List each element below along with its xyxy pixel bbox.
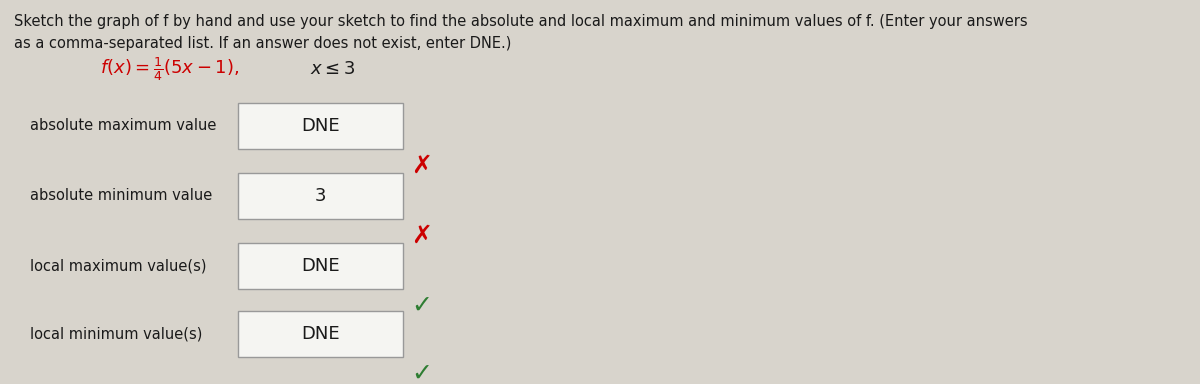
Text: ✓: ✓ bbox=[410, 362, 432, 384]
Text: $x \leq 3$: $x \leq 3$ bbox=[310, 60, 355, 78]
Text: Sketch the graph of f by hand and use your sketch to find the absolute and local: Sketch the graph of f by hand and use yo… bbox=[14, 14, 1027, 29]
Text: local maximum value(s): local maximum value(s) bbox=[30, 258, 206, 273]
Text: ✓: ✓ bbox=[410, 294, 432, 318]
Text: DNE: DNE bbox=[301, 257, 340, 275]
Text: absolute maximum value: absolute maximum value bbox=[30, 119, 216, 134]
FancyBboxPatch shape bbox=[238, 311, 403, 357]
FancyBboxPatch shape bbox=[238, 103, 403, 149]
Text: absolute minimum value: absolute minimum value bbox=[30, 189, 212, 204]
Text: ✗: ✗ bbox=[410, 224, 432, 248]
Text: DNE: DNE bbox=[301, 117, 340, 135]
Text: ✗: ✗ bbox=[410, 154, 432, 178]
FancyBboxPatch shape bbox=[238, 173, 403, 219]
Text: 3: 3 bbox=[314, 187, 326, 205]
Text: as a comma-separated list. If an answer does not exist, enter DNE.): as a comma-separated list. If an answer … bbox=[14, 36, 511, 51]
FancyBboxPatch shape bbox=[238, 243, 403, 289]
Text: local minimum value(s): local minimum value(s) bbox=[30, 326, 203, 341]
Text: DNE: DNE bbox=[301, 325, 340, 343]
Text: $f(x) = \frac{1}{4}(5x - 1),$: $f(x) = \frac{1}{4}(5x - 1),$ bbox=[100, 55, 239, 83]
